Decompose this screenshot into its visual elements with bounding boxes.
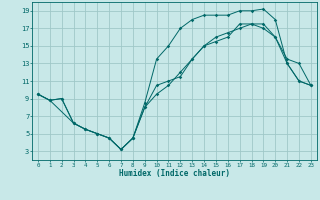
X-axis label: Humidex (Indice chaleur): Humidex (Indice chaleur) [119, 169, 230, 178]
